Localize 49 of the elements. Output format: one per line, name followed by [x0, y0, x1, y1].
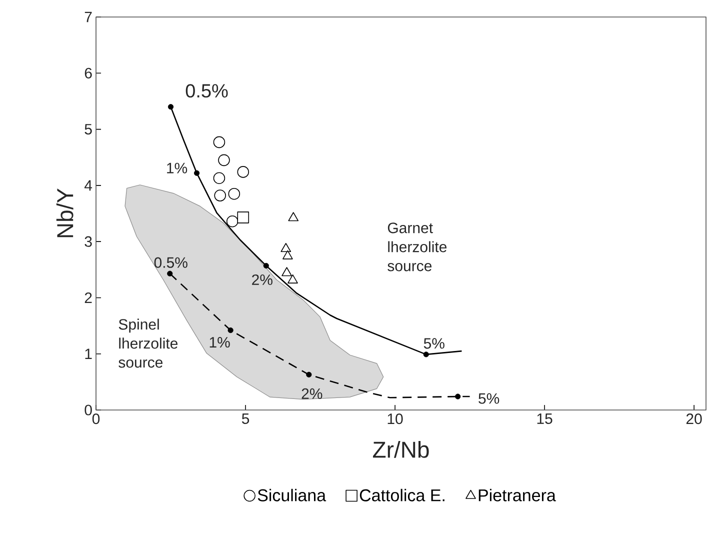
point [288, 274, 298, 284]
y-tick-label: 3 [84, 236, 92, 247]
legend-label: Cattolica E. [360, 488, 444, 502]
x-tick-label: 5 [242, 414, 250, 424]
x-axis-title: Zr/Nb [372, 440, 429, 458]
annotation: 1% [210, 337, 230, 348]
x-tick-label: 15 [537, 414, 552, 424]
y-tick-label: 7 [84, 12, 92, 22]
annotation: 2% [302, 388, 322, 399]
annotation: 0.5% [186, 84, 228, 98]
point [282, 250, 293, 260]
point [263, 262, 269, 269]
legend-label: Pietranera [478, 488, 556, 502]
y-tick-label: 0 [84, 404, 92, 416]
point [306, 372, 312, 378]
point [213, 136, 226, 148]
point [288, 212, 299, 222]
point [168, 104, 174, 110]
annotation: 0.5% [154, 257, 188, 268]
point [237, 212, 250, 224]
point [423, 352, 429, 358]
point [282, 267, 292, 276]
point [226, 215, 238, 228]
annotation: Spinel lherzolite source [118, 318, 178, 368]
y-tick-label: 2 [84, 292, 92, 303]
y-tick-label: 6 [84, 68, 92, 78]
point [228, 188, 240, 200]
x-tick-label: 20 [686, 414, 702, 424]
annotation: Garnet lherzolite source [388, 222, 447, 272]
annotation: 1% [167, 162, 188, 174]
annotation: 5% [424, 338, 444, 349]
annotation: 2% [252, 274, 272, 285]
point [213, 172, 226, 184]
y-tick-label: 4 [84, 180, 92, 191]
point [237, 166, 250, 178]
y-tick-label: 5 [84, 124, 92, 135]
annotation: 5% [478, 393, 500, 404]
point [228, 327, 234, 334]
point [214, 190, 226, 202]
point [455, 394, 461, 400]
x-tick-label: 10 [388, 414, 403, 424]
x-tick-label: 0 [92, 414, 100, 424]
legend-label: Siculiana [258, 488, 326, 502]
point [218, 154, 230, 166]
point [280, 242, 292, 252]
point [194, 170, 200, 176]
point [167, 270, 173, 276]
y-axis-title: Nb/Y [56, 188, 74, 238]
y-tick-label: 1 [85, 348, 92, 360]
